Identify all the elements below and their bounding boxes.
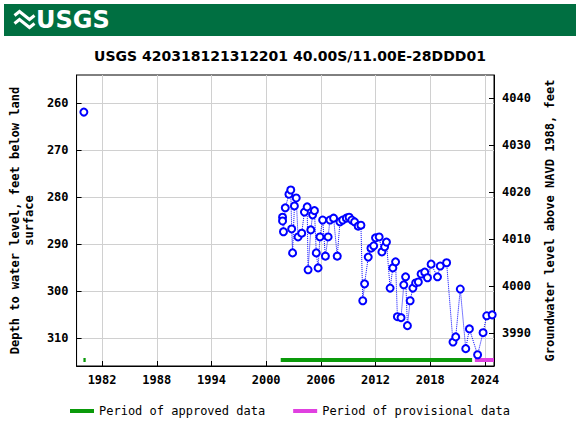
svg-text:USGS: USGS bbox=[36, 6, 110, 34]
svg-text:290: 290 bbox=[47, 237, 69, 251]
svg-text:300: 300 bbox=[47, 284, 69, 298]
svg-text:Period of provisional data: Period of provisional data bbox=[322, 404, 510, 418]
svg-text:Groundwater level above NAVD 1: Groundwater level above NAVD 1988, feet bbox=[543, 80, 557, 362]
svg-text:Depth to water level, feet bel: Depth to water level, feet below land bbox=[8, 87, 22, 354]
svg-text:280: 280 bbox=[47, 190, 69, 204]
svg-text:1982: 1982 bbox=[88, 373, 117, 387]
svg-text:4010: 4010 bbox=[502, 232, 531, 246]
svg-text:USGS 420318121312201 40.00S/11: USGS 420318121312201 40.00S/11.00E-28DDD… bbox=[94, 48, 486, 64]
svg-text:3990: 3990 bbox=[502, 326, 531, 340]
svg-text:1994: 1994 bbox=[197, 373, 226, 387]
svg-text:surface: surface bbox=[22, 195, 36, 246]
svg-text:270: 270 bbox=[47, 143, 69, 157]
svg-text:4020: 4020 bbox=[502, 185, 531, 199]
svg-text:4000: 4000 bbox=[502, 279, 531, 293]
svg-text:Period of approved data: Period of approved data bbox=[99, 404, 265, 418]
svg-text:2024: 2024 bbox=[470, 373, 499, 387]
svg-text:2018: 2018 bbox=[416, 373, 445, 387]
svg-text:2006: 2006 bbox=[306, 373, 335, 387]
svg-text:260: 260 bbox=[47, 96, 69, 110]
svg-text:4040: 4040 bbox=[502, 91, 531, 105]
svg-text:2012: 2012 bbox=[361, 373, 390, 387]
svg-text:1988: 1988 bbox=[142, 373, 171, 387]
svg-text:2000: 2000 bbox=[252, 373, 281, 387]
svg-text:310: 310 bbox=[47, 331, 69, 345]
svg-text:4030: 4030 bbox=[502, 138, 531, 152]
